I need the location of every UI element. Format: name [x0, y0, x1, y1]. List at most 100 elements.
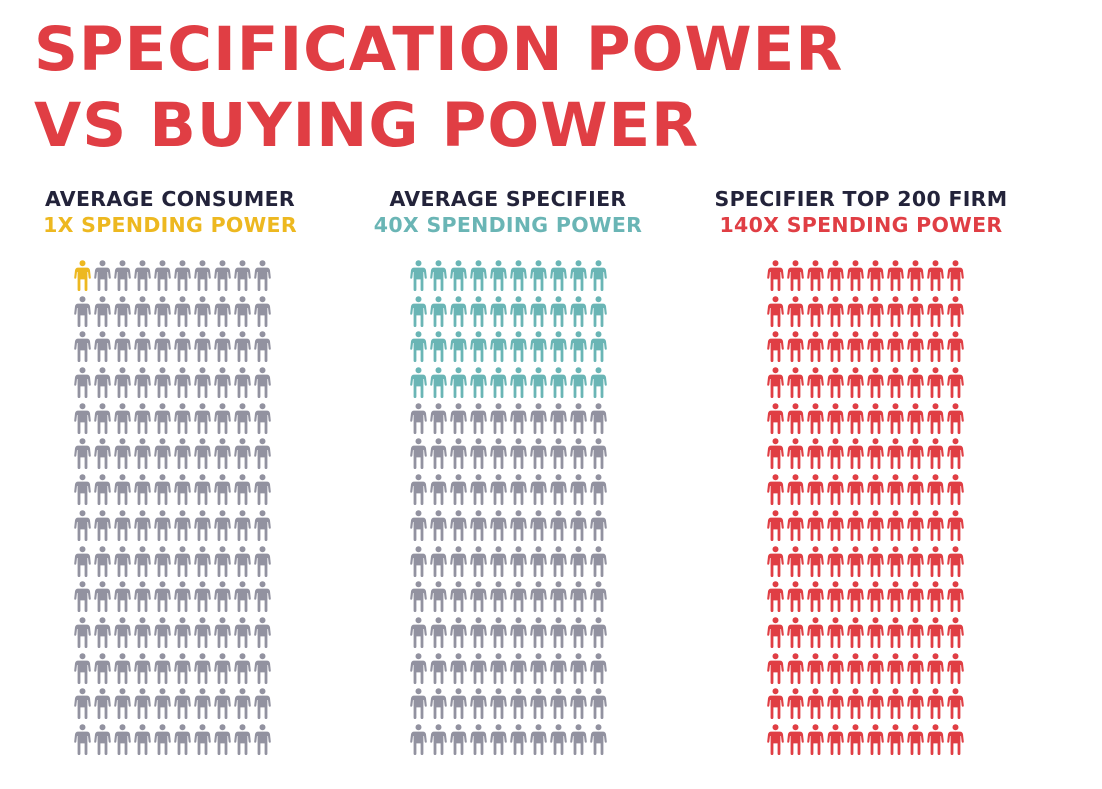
person-icon	[408, 438, 428, 474]
person-icon	[885, 331, 905, 367]
person-icon	[408, 510, 428, 546]
person-icon	[112, 260, 132, 296]
person-icon	[92, 402, 112, 439]
person-icon	[172, 545, 192, 582]
person-icon	[508, 402, 528, 439]
person-icon	[925, 474, 945, 510]
person-icon	[508, 652, 528, 689]
person-icon	[448, 402, 468, 439]
person-icon	[508, 724, 528, 760]
person-icon	[825, 724, 845, 760]
person-icon	[488, 581, 508, 617]
person-icon	[865, 510, 885, 546]
person-icon	[785, 438, 805, 474]
person-icon	[825, 295, 845, 332]
person-icon	[172, 510, 192, 546]
person-icon	[945, 331, 965, 367]
person-icon	[488, 402, 508, 439]
person-icon	[845, 331, 865, 367]
person-icon	[925, 688, 945, 724]
person-icon	[428, 724, 448, 760]
person-icon	[905, 367, 925, 403]
person-icon	[845, 617, 865, 653]
person-icon	[72, 295, 92, 332]
person-icon	[112, 652, 132, 689]
person-icon	[212, 688, 232, 724]
person-icon	[905, 581, 925, 617]
panel-subheading: 40X SPENDING POWER	[373, 213, 643, 237]
title-line-1: SPECIFICATION POWER	[34, 14, 844, 85]
person-icon	[865, 545, 885, 582]
person-icon	[112, 438, 132, 474]
panel-average-consumer: AVERAGE CONSUMER 1X SPENDING POWER	[5, 186, 335, 238]
person-icon	[448, 581, 468, 617]
person-icon	[152, 402, 172, 439]
person-icon	[232, 510, 252, 546]
person-icon	[845, 510, 865, 546]
person-icon	[548, 545, 568, 582]
person-icon	[765, 510, 785, 546]
person-icon	[885, 510, 905, 546]
person-icon	[192, 652, 212, 689]
person-icon	[568, 367, 588, 403]
pictogram-grid-firm	[765, 260, 965, 760]
person-icon	[885, 652, 905, 689]
person-icon	[252, 402, 272, 439]
person-icon	[428, 402, 448, 439]
person-icon	[805, 652, 825, 689]
person-icon	[548, 581, 568, 617]
person-icon	[865, 402, 885, 439]
person-icon	[72, 545, 92, 582]
person-icon	[448, 295, 468, 332]
person-icon	[568, 510, 588, 546]
person-icon	[232, 331, 252, 367]
person-icon	[845, 652, 865, 689]
person-icon	[945, 724, 965, 760]
person-icon	[785, 260, 805, 296]
person-icon	[925, 295, 945, 332]
person-icon	[885, 402, 905, 439]
person-icon	[152, 367, 172, 403]
person-icon	[92, 581, 112, 617]
person-icon	[468, 474, 488, 510]
person-icon	[468, 331, 488, 367]
person-icon	[468, 652, 488, 689]
person-icon	[132, 402, 152, 439]
person-icon	[468, 402, 488, 439]
person-icon	[488, 367, 508, 403]
person-icon	[252, 474, 272, 510]
person-icon	[588, 438, 608, 474]
person-icon	[112, 367, 132, 403]
person-icon	[508, 367, 528, 403]
person-icon	[212, 545, 232, 582]
person-icon	[508, 260, 528, 296]
person-icon	[448, 474, 468, 510]
person-icon	[132, 545, 152, 582]
panel-top-200-firm: SPECIFIER TOP 200 FIRM 140X SPENDING POW…	[696, 186, 1026, 238]
person-icon	[548, 402, 568, 439]
person-icon	[408, 652, 428, 689]
person-icon	[905, 545, 925, 582]
person-icon	[925, 438, 945, 474]
person-icon	[945, 688, 965, 724]
person-icon	[765, 402, 785, 439]
person-icon	[132, 724, 152, 760]
person-icon	[172, 724, 192, 760]
person-icon	[92, 617, 112, 653]
person-icon	[905, 652, 925, 689]
person-icon	[945, 367, 965, 403]
person-icon	[508, 545, 528, 582]
person-icon	[252, 617, 272, 653]
person-icon	[408, 545, 428, 582]
person-icon	[588, 295, 608, 332]
person-icon	[132, 510, 152, 546]
person-icon	[132, 688, 152, 724]
person-icon	[508, 510, 528, 546]
person-icon	[825, 367, 845, 403]
person-icon	[568, 295, 588, 332]
person-icon	[92, 260, 112, 296]
person-icon	[212, 438, 232, 474]
person-icon	[232, 295, 252, 332]
page-title: SPECIFICATION POWER VS BUYING POWER	[34, 12, 843, 164]
person-icon	[805, 617, 825, 653]
